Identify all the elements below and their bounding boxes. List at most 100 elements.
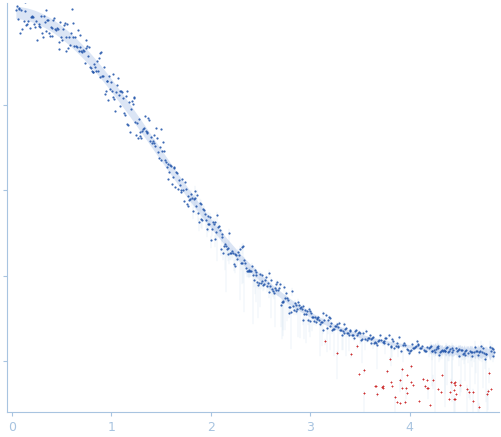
Point [88, 69, 96, 76]
Point [342, 330, 350, 337]
Point [111, 108, 119, 114]
Point [202, 226, 210, 233]
Point [180, 198, 188, 205]
Point [40, 13, 48, 20]
Point [404, 349, 412, 356]
Point [172, 169, 180, 176]
Point [147, 139, 155, 146]
Point [32, 18, 40, 25]
Point [260, 281, 268, 288]
Point [14, 15, 22, 22]
Point [371, 382, 379, 389]
Point [156, 126, 164, 133]
Point [12, 7, 20, 14]
Point [453, 346, 461, 353]
Point [45, 30, 53, 37]
Point [383, 340, 391, 347]
Point [361, 336, 369, 343]
Point [408, 382, 416, 389]
Point [253, 278, 261, 285]
Point [315, 317, 323, 324]
Point [200, 211, 208, 218]
Point [179, 187, 187, 194]
Point [401, 342, 409, 349]
Point [406, 378, 414, 385]
Point [426, 343, 434, 350]
Point [43, 17, 51, 24]
Point [410, 344, 418, 351]
Point [102, 77, 110, 84]
Point [242, 267, 250, 274]
Point [316, 319, 324, 326]
Point [37, 13, 45, 20]
Point [239, 243, 247, 250]
Point [154, 155, 162, 162]
Point [464, 389, 472, 396]
Point [26, 25, 34, 32]
Point [69, 34, 77, 41]
Point [354, 329, 362, 336]
Point [303, 317, 311, 324]
Point [17, 7, 25, 14]
Point [101, 91, 109, 98]
Point [68, 20, 76, 27]
Point [30, 20, 38, 27]
Point [47, 24, 55, 31]
Point [357, 336, 365, 343]
Point [180, 179, 188, 186]
Point [420, 383, 428, 390]
Point [449, 396, 457, 403]
Point [230, 250, 238, 257]
Point [154, 148, 162, 155]
Point [112, 88, 120, 95]
Point [352, 331, 360, 338]
Point [178, 176, 186, 183]
Point [336, 326, 344, 333]
Point [456, 347, 464, 354]
Point [116, 103, 124, 110]
Point [219, 243, 227, 250]
Point [447, 349, 455, 356]
Point [398, 341, 406, 348]
Point [309, 318, 317, 325]
Point [415, 344, 423, 351]
Point [353, 343, 361, 350]
Point [388, 382, 396, 389]
Point [299, 302, 307, 309]
Point [191, 187, 199, 194]
Point [81, 60, 89, 67]
Point [437, 347, 445, 354]
Point [350, 327, 358, 334]
Point [419, 347, 427, 354]
Point [320, 317, 328, 324]
Point [127, 105, 135, 112]
Point [348, 332, 356, 339]
Point [451, 391, 459, 398]
Point [289, 307, 297, 314]
Point [48, 33, 56, 40]
Point [246, 267, 255, 274]
Point [257, 277, 265, 284]
Point [42, 28, 50, 35]
Point [139, 126, 147, 133]
Point [378, 382, 386, 389]
Point [331, 323, 339, 329]
Point [394, 343, 402, 350]
Point [382, 368, 390, 375]
Point [75, 32, 83, 39]
Point [386, 344, 394, 351]
Point [310, 314, 318, 321]
Point [435, 348, 443, 355]
Point [294, 298, 302, 305]
Point [407, 340, 415, 347]
Point [318, 326, 326, 333]
Point [471, 348, 479, 355]
Point [433, 385, 441, 392]
Point [78, 49, 86, 56]
Point [122, 121, 130, 128]
Point [262, 273, 270, 280]
Point [167, 181, 175, 188]
Point [396, 347, 404, 354]
Point [275, 284, 283, 291]
Point [55, 46, 63, 53]
